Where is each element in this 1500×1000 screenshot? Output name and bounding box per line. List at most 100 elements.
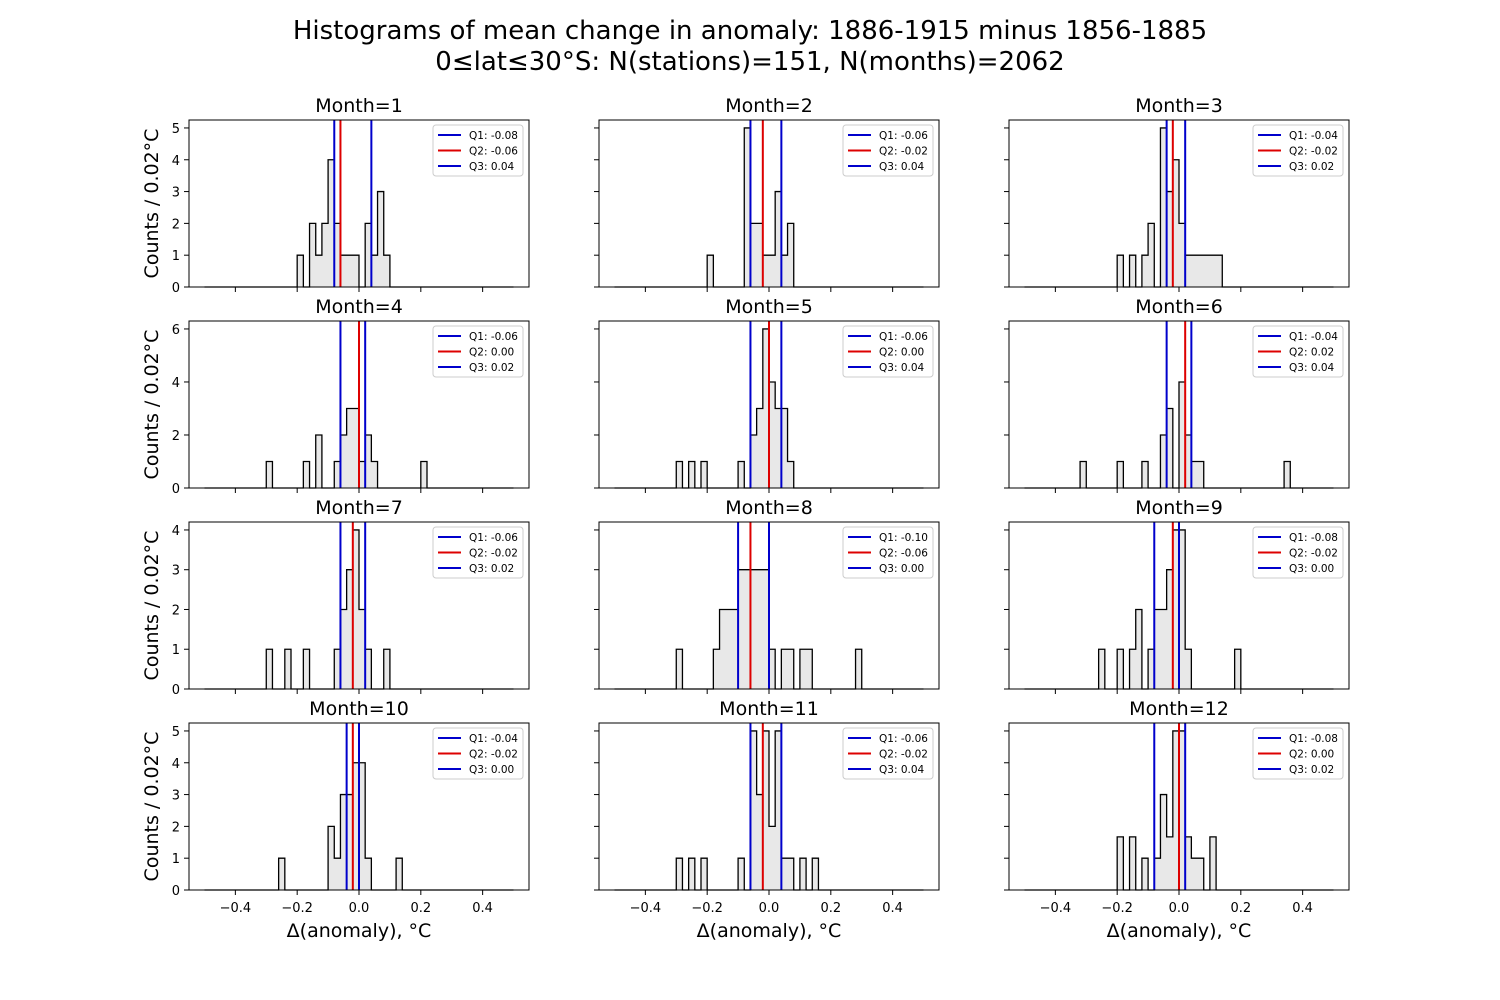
panel-title: Month=11 — [719, 698, 819, 720]
x-tick-label: −0.4 — [630, 901, 662, 916]
y-tick-label: 0 — [172, 683, 180, 698]
histogram-step — [204, 159, 514, 288]
legend: Q1: -0.06 Q2: 0.00 Q3: 0.02 — [432, 325, 524, 378]
legend: Q1: -0.04 Q2: 0.02 Q3: 0.04 — [1252, 325, 1344, 378]
legend-box — [842, 124, 934, 177]
legend-label-q2: Q2: -0.06 — [879, 548, 928, 560]
legend: Q1: -0.04 Q2: -0.02 Q3: 0.02 — [1252, 124, 1344, 177]
legend-label-q1: Q1: -0.08 — [1289, 532, 1338, 544]
y-tick-label: 5 — [172, 122, 180, 137]
panel-8: Month=8 Q1: -0.10 Q2: -0.06 Q3: 0.00 — [594, 497, 940, 694]
panel-7: 0 1 2 3 4 Month=7 Q1: -0.06 Q2: -0.02 Q3: 0.02 Co… — [141, 497, 530, 698]
x-tick-label: 0.0 — [1169, 901, 1190, 916]
legend-label-q3: Q3: 0.04 — [879, 362, 925, 374]
y-tick-label: 4 — [172, 376, 180, 391]
x-tick-label: 0.0 — [349, 901, 370, 916]
y-tick-label: 4 — [172, 757, 180, 772]
figure-title-line-2: 0≤lat≤30°S: N(stations)=151, N(months)=2… — [435, 47, 1065, 77]
legend-label-q1: Q1: -0.10 — [879, 532, 928, 544]
x-tick-label: −0.4 — [1040, 901, 1072, 916]
legend-label-q2: Q2: -0.02 — [1289, 146, 1338, 158]
y-tick-label: 5 — [172, 725, 180, 740]
panel-11: −0.4 −0.2 0.0 0.2 0.4 Month=11 Q1: -0.06 Q2: -0… — [594, 698, 940, 942]
legend: Q1: -0.06 Q2: 0.00 Q3: 0.04 — [842, 325, 934, 378]
x-tick-label: 0.2 — [410, 901, 431, 916]
x-axis-label: Δ(anomaly), °C — [697, 920, 842, 942]
y-tick-label: 4 — [172, 154, 180, 169]
legend-label-q3: Q3: 0.00 — [879, 563, 924, 575]
panel-4: 0 2 4 6 Month=4 Q1: -0.06 Q2: 0.00 Q3: 0.02 Coun… — [141, 296, 530, 497]
panel-title: Month=5 — [725, 296, 813, 318]
panel-title: Month=12 — [1129, 698, 1229, 720]
panel-title: Month=2 — [725, 95, 813, 117]
x-tick-label: −0.2 — [1101, 901, 1133, 916]
y-tick-label: 3 — [172, 186, 180, 201]
legend: Q1: -0.08 Q2: 0.00 Q3: 0.02 — [1252, 727, 1344, 780]
legend-label-q1: Q1: -0.06 — [469, 532, 518, 544]
panel-6: Month=6 Q1: -0.04 Q2: 0.02 Q3: 0.04 — [1004, 296, 1350, 493]
legend-label-q1: Q1: -0.06 — [469, 331, 518, 343]
legend-label-q3: Q3: 0.04 — [879, 161, 925, 173]
y-tick-label: 6 — [172, 323, 180, 338]
legend-label-q1: Q1: -0.04 — [1289, 331, 1338, 343]
x-tick-label: 0.4 — [1292, 901, 1313, 916]
legend-label-q1: Q1: -0.06 — [879, 331, 928, 343]
legend-label-q2: Q2: -0.02 — [1289, 548, 1338, 560]
legend-label-q2: Q2: 0.00 — [879, 347, 924, 359]
legend-label-q3: Q3: 0.02 — [469, 563, 514, 575]
panel-title: Month=4 — [315, 296, 403, 318]
legend-box — [1252, 124, 1344, 177]
figure-title: Histograms of mean change in anomaly: 18… — [0, 16, 1500, 78]
x-tick-label: 0.4 — [472, 901, 493, 916]
legend-label-q3: Q3: 0.04 — [879, 764, 925, 776]
legend-box — [432, 124, 524, 177]
legend: Q1: -0.08 Q2: -0.06 Q3: 0.04 — [432, 124, 524, 177]
y-tick-label: 2 — [172, 429, 180, 444]
legend-box — [432, 325, 524, 378]
legend-label-q3: Q3: 0.04 — [1289, 362, 1335, 374]
y-axis-label: Counts / 0.02°C — [141, 732, 163, 882]
legend-label-q3: Q3: 0.00 — [469, 764, 514, 776]
panel-title: Month=8 — [725, 497, 813, 519]
legend-label-q3: Q3: 0.02 — [1289, 764, 1334, 776]
legend-label-q3: Q3: 0.02 — [469, 362, 514, 374]
legend-label-q1: Q1: -0.04 — [469, 733, 518, 745]
legend: Q1: -0.06 Q2: -0.02 Q3: 0.02 — [432, 526, 524, 579]
legend-label-q2: Q2: -0.02 — [879, 749, 928, 761]
legend-box — [842, 325, 934, 378]
y-axis-label: Counts / 0.02°C — [141, 531, 163, 681]
legend: Q1: -0.06 Q2: -0.02 Q3: 0.04 — [842, 124, 934, 177]
panel-5: Month=5 Q1: -0.06 Q2: 0.00 Q3: 0.04 — [594, 296, 940, 493]
legend-label-q2: Q2: -0.02 — [879, 146, 928, 158]
legend-box — [842, 727, 934, 780]
legend-label-q2: Q2: -0.06 — [469, 146, 518, 158]
panel-1: 0 1 2 3 4 5 Month=1 Q1: -0.08 Q2: -0.06 Q3: 0.04 C… — [141, 95, 530, 296]
x-tick-label: 0.4 — [882, 901, 903, 916]
x-tick-label: −0.4 — [220, 901, 252, 916]
legend-label-q2: Q2: 0.00 — [1289, 749, 1334, 761]
legend-label-q1: Q1: -0.04 — [1289, 130, 1338, 142]
legend-label-q2: Q2: -0.02 — [469, 548, 518, 560]
panel-3: Month=3 Q1: -0.04 Q2: -0.02 Q3: 0.02 — [1004, 95, 1350, 292]
legend-box — [842, 526, 934, 579]
panel-12: −0.4 −0.2 0.0 0.2 0.4 Month=12 Q1: -0.08 Q2: 0.… — [1004, 698, 1350, 942]
panel-9: Month=9 Q1: -0.08 Q2: -0.02 Q3: 0.00 — [1004, 497, 1350, 694]
histogram-step — [614, 569, 924, 690]
y-tick-label: 2 — [172, 603, 180, 618]
panel-title: Month=10 — [309, 698, 409, 720]
legend: Q1: -0.08 Q2: -0.02 Q3: 0.00 — [1252, 526, 1344, 579]
x-tick-label: −0.2 — [691, 901, 723, 916]
legend-box — [1252, 526, 1344, 579]
panel-10: −0.4 −0.2 0.0 0.2 0.4 0 1 2 3 4 5 Month=10 Q1: -0.04… — [141, 698, 530, 942]
legend-label-q2: Q2: -0.02 — [469, 749, 518, 761]
legend-box — [1252, 325, 1344, 378]
legend-label-q3: Q3: 0.00 — [1289, 563, 1334, 575]
y-axis-label: Counts / 0.02°C — [141, 129, 163, 279]
legend: Q1: -0.06 Q2: -0.02 Q3: 0.04 — [842, 727, 934, 780]
y-tick-label: 3 — [172, 789, 180, 804]
legend-label-q1: Q1: -0.08 — [469, 130, 518, 142]
legend-label-q1: Q1: -0.06 — [879, 733, 928, 745]
x-axis-label: Δ(anomaly), °C — [287, 920, 432, 942]
legend-label-q3: Q3: 0.04 — [469, 161, 515, 173]
y-tick-label: 2 — [172, 217, 180, 232]
